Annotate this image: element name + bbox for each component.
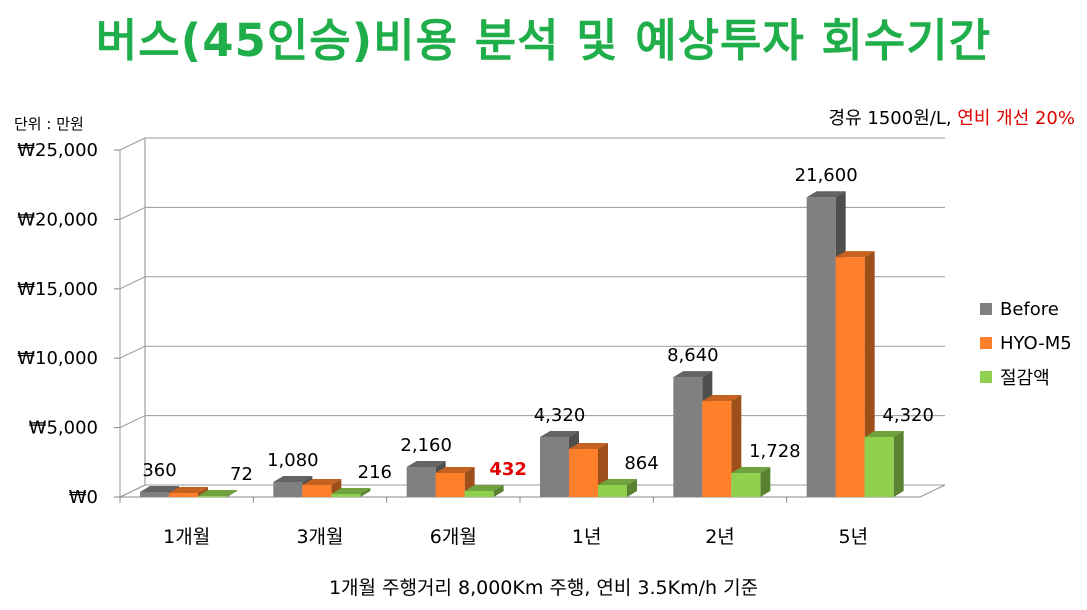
data-label: 864 bbox=[624, 453, 658, 474]
legend-label: HYO-M5 bbox=[1000, 332, 1072, 354]
legend-item: Before bbox=[980, 292, 1072, 326]
x-tick-label: 3개월 bbox=[296, 526, 343, 548]
x-tick-label: 6개월 bbox=[430, 526, 477, 548]
bar-front bbox=[140, 492, 169, 497]
legend-swatch bbox=[980, 371, 992, 383]
y-tick-label: ₩10,000 bbox=[17, 348, 98, 369]
assumption-note-highlight: 연비 개선 20% bbox=[957, 108, 1075, 129]
legend-swatch bbox=[980, 337, 992, 349]
y-tick-label: ₩0 bbox=[69, 487, 98, 508]
bar-top bbox=[835, 251, 875, 258]
bar-front bbox=[540, 437, 569, 497]
bar bbox=[731, 467, 771, 497]
chart-title: 버스(45인승)비용 분석 및 예상투자 회수기간 bbox=[95, 14, 992, 67]
bar-top bbox=[540, 431, 579, 438]
gridline-depth bbox=[119, 276, 146, 290]
legend-label: Before bbox=[1000, 298, 1059, 320]
bar-front bbox=[702, 401, 732, 497]
assumption-note-text: 경유 1500원/L, bbox=[828, 108, 958, 129]
bar-top bbox=[702, 395, 742, 402]
bar-front bbox=[598, 485, 627, 497]
data-label: 1,728 bbox=[749, 441, 801, 462]
gridline-depth bbox=[119, 137, 146, 151]
bar-side bbox=[493, 485, 504, 497]
chart-footer: 1개월 주행거리 8,000Km 주행, 연비 3.5Km/h 기준 bbox=[328, 577, 759, 599]
x-tick-label: 1년 bbox=[572, 526, 602, 548]
bar-front bbox=[331, 494, 361, 497]
bar-top bbox=[864, 431, 904, 438]
legend-item: HYO-M5 bbox=[980, 326, 1072, 360]
bar-front bbox=[731, 473, 761, 497]
y-tick-label: ₩20,000 bbox=[17, 209, 98, 230]
x-tick-label: 2년 bbox=[705, 526, 735, 548]
bar-side bbox=[227, 490, 237, 497]
gridline-depth bbox=[119, 415, 146, 429]
bar bbox=[864, 431, 904, 497]
bar bbox=[198, 490, 237, 497]
bar bbox=[835, 251, 875, 497]
bar-front bbox=[464, 491, 494, 497]
bar-front bbox=[835, 257, 865, 497]
bar bbox=[331, 488, 371, 497]
bar bbox=[464, 485, 504, 497]
assumption-note: 경유 1500원/L, 연비 개선 20% bbox=[829, 104, 1075, 130]
bar-front bbox=[673, 377, 703, 497]
legend-label: 절감액 bbox=[1000, 368, 1050, 389]
y-tick-label: ₩15,000 bbox=[17, 279, 98, 300]
bar-top bbox=[169, 487, 208, 494]
bar-front bbox=[273, 482, 303, 497]
bar-side bbox=[893, 431, 904, 497]
bar-top bbox=[464, 485, 504, 492]
bar-top bbox=[331, 488, 371, 495]
bar-front bbox=[435, 473, 465, 497]
bar-side bbox=[627, 479, 637, 497]
bar bbox=[598, 479, 637, 497]
chart-legend: Before HYO-M5 절감액 bbox=[980, 292, 1072, 394]
data-label: 432 bbox=[489, 459, 527, 480]
bar-top bbox=[673, 371, 713, 378]
bar-front bbox=[169, 493, 198, 497]
data-label: 2,160 bbox=[400, 435, 452, 456]
bar-top bbox=[140, 486, 179, 493]
bar-top bbox=[731, 467, 771, 474]
data-label: 4,320 bbox=[882, 405, 934, 426]
bar-top bbox=[435, 467, 475, 474]
bar-front bbox=[806, 197, 836, 497]
data-label: 8,640 bbox=[667, 345, 719, 366]
legend-item: 절감액 bbox=[980, 360, 1072, 394]
bar-top bbox=[806, 191, 846, 198]
x-tick-label: 1개월 bbox=[163, 526, 210, 548]
bar-top bbox=[273, 476, 313, 483]
data-label: 216 bbox=[358, 462, 392, 483]
data-label: 360 bbox=[142, 460, 176, 481]
bar-top bbox=[406, 461, 446, 468]
bar-front bbox=[569, 449, 598, 497]
bar-top bbox=[598, 479, 637, 486]
bar-front bbox=[302, 485, 332, 497]
data-label: 21,600 bbox=[795, 165, 858, 186]
legend-swatch bbox=[980, 303, 992, 315]
bar-front bbox=[198, 496, 227, 497]
bar-front bbox=[864, 437, 894, 497]
bar-top bbox=[302, 479, 342, 486]
unit-label: 단위 : 만원 bbox=[14, 115, 84, 133]
bar-front bbox=[406, 467, 436, 497]
bar-top bbox=[198, 490, 237, 497]
bar-side bbox=[760, 467, 771, 497]
data-label: 1,080 bbox=[267, 450, 319, 471]
bar-side bbox=[360, 488, 371, 497]
gridline-depth bbox=[119, 206, 146, 220]
data-label: 72 bbox=[230, 464, 253, 485]
gridline-depth bbox=[119, 345, 146, 359]
data-label: 4,320 bbox=[534, 405, 586, 426]
bar-top bbox=[569, 443, 608, 450]
y-tick-label: ₩25,000 bbox=[17, 140, 98, 161]
y-tick-label: ₩5,000 bbox=[29, 418, 98, 439]
x-tick-label: 5년 bbox=[839, 526, 869, 548]
